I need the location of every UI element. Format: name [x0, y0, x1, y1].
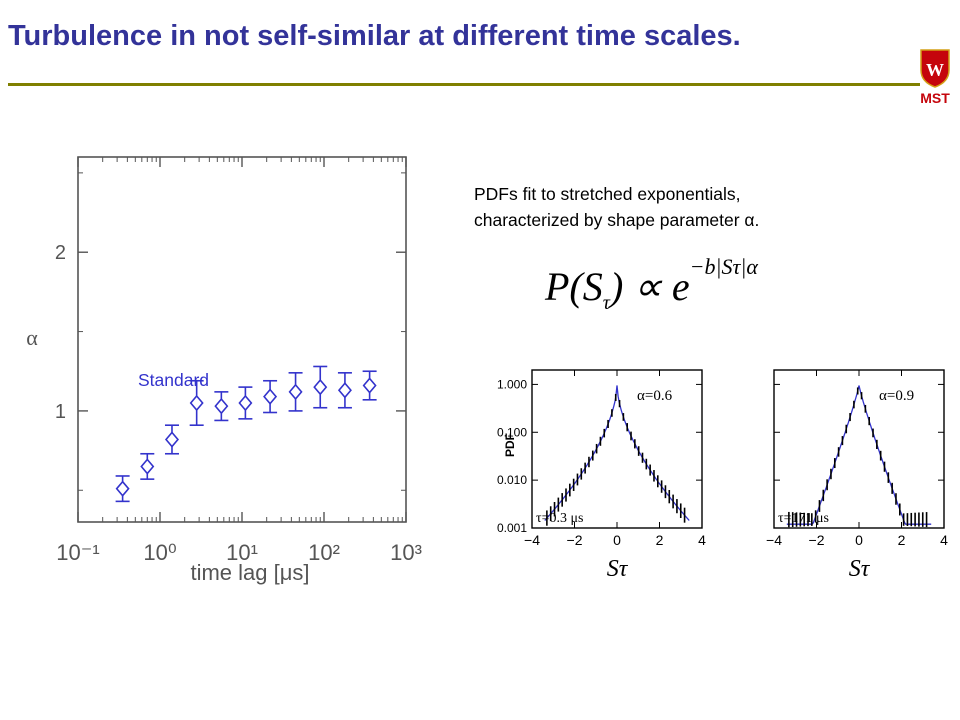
title-underline — [8, 83, 920, 86]
data-point-diamond — [263, 388, 278, 405]
data-point-diamond — [214, 397, 229, 415]
series-standard — [115, 365, 377, 503]
alpha-vs-timelag-chart: 10⁻¹ 10⁰ 10¹ 10² 10³ 12 α time lag [μs] Stan… — [26, 156, 422, 585]
data-point-diamond — [238, 394, 253, 412]
series-label-standard: Standard — [138, 370, 209, 390]
panel-frame — [773, 369, 945, 529]
pdf-panel-left: −4 −2 0 2 4 1.000 0.100 0.010 0.001 α=0.6 τ=0.3 μs… — [497, 369, 706, 582]
x-tick-label: 2 — [656, 532, 664, 548]
formula-tau: τ — [602, 292, 610, 314]
data-point-diamond — [164, 431, 179, 448]
x-tick-label: −4 — [766, 532, 782, 548]
x-tick-label: 10² — [308, 540, 340, 565]
x-tick-label: 4 — [940, 532, 948, 548]
x-tick-label: 10³ — [390, 540, 422, 565]
alpha-label: α=0.9 — [879, 388, 914, 404]
pdf-panels: −4 −2 0 2 4 1.000 0.100 0.010 0.001 α=0.6 τ=0.3 μs… — [497, 369, 948, 582]
description: PDFs fit to stretched exponentials, char… — [474, 181, 759, 233]
y-tick-label: 1.000 — [497, 377, 527, 391]
x-tick-label: 10¹ — [226, 540, 258, 565]
x-axis-label: Sτ — [849, 556, 871, 582]
crest-shield-icon — [920, 49, 950, 88]
y-axis-ticks: 12 — [55, 172, 406, 491]
plot-frame — [77, 156, 407, 523]
x-tick-label: 10⁰ — [143, 540, 176, 565]
x-tick-label: 0 — [855, 532, 863, 548]
stretched-exponential-formula: P(Sτ) ∝ e−b|Sτ|α — [545, 254, 758, 315]
logo-text: MST — [920, 90, 950, 106]
x-tick-label: −4 — [524, 532, 540, 548]
data-point-diamond — [140, 458, 155, 475]
data-point-diamond — [115, 480, 130, 497]
tau-label: τ=0.3 μs — [536, 511, 583, 526]
pdf-panel-right: −4 −2 0 2 4 α=0.9 τ=171 μs Sτ — [766, 369, 948, 582]
y-tick-label: 1 — [55, 401, 66, 423]
y-tick-label: 0.100 — [497, 425, 527, 439]
pdf-y-axis-label: PDF — [503, 433, 517, 457]
x-axis-label: Sτ — [607, 556, 629, 582]
data-point-diamond — [313, 378, 328, 396]
slide-title: Turbulence in not self-similar at differ… — [8, 20, 741, 52]
data-point-diamond — [189, 394, 204, 412]
x-tick-label: −2 — [567, 532, 583, 548]
data-point-diamond — [362, 377, 377, 394]
x-axis-ticks: 10⁻¹ 10⁰ 10¹ 10² 10³ — [56, 157, 422, 565]
formula-exponent: −b|Sτ|α — [689, 254, 758, 279]
description-line-1: PDFs fit to stretched exponentials, — [474, 184, 741, 204]
x-axis-label: time lag [μs] — [190, 560, 309, 585]
y-tick-label: 2 — [55, 242, 66, 264]
tau-label: τ=171 μs — [778, 511, 829, 526]
crest-letter: W — [926, 60, 944, 80]
formula-lhs: P(S — [545, 264, 603, 309]
y-tick-label: 0.001 — [497, 521, 527, 535]
x-tick-label: 10⁻¹ — [56, 540, 99, 565]
y-axis-label: α — [26, 325, 38, 350]
x-tick-label: 4 — [698, 532, 706, 548]
description-line-2: characterized by shape parameter α. — [474, 210, 760, 230]
y-tick-label: 0.010 — [497, 473, 527, 487]
data-point-diamond — [288, 383, 303, 401]
x-tick-label: 2 — [898, 532, 906, 548]
mst-logo: W MST — [920, 49, 950, 106]
data-point-diamond — [337, 382, 352, 399]
alpha-label: α=0.6 — [637, 388, 673, 404]
x-tick-label: 0 — [613, 532, 621, 548]
x-tick-label: −2 — [809, 532, 825, 548]
formula-mid: ) ∝ e — [609, 264, 690, 309]
fit-curve — [786, 385, 932, 525]
